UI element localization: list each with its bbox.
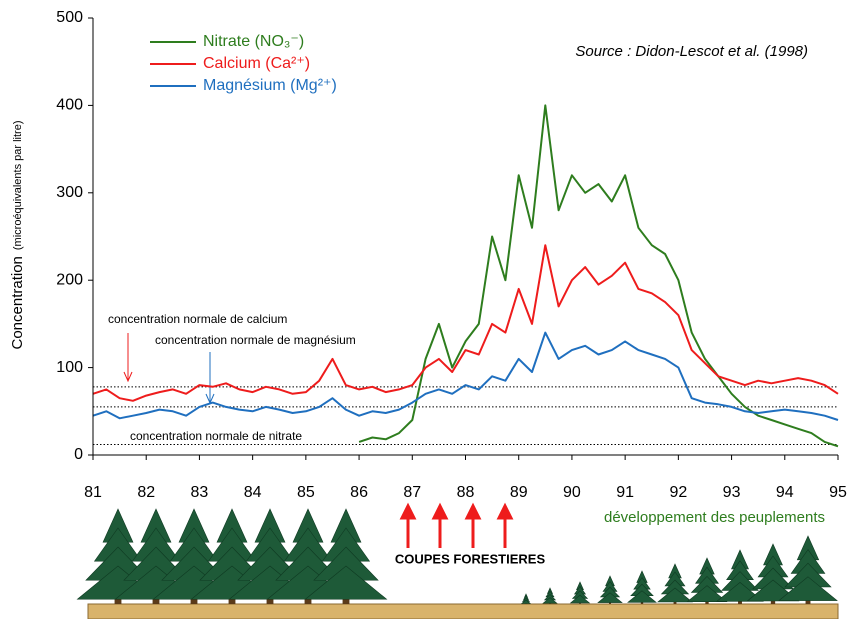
y-axis-unit: (microéquivalents par litre): [12, 120, 24, 250]
y-axis-label: Concentration (microéquivalents par litre…: [9, 120, 26, 349]
tree: [627, 570, 657, 604]
tree: [542, 587, 558, 604]
x-tick-label: 87: [403, 484, 421, 501]
x-tick-label: 81: [84, 484, 102, 501]
tree-foliage: [716, 582, 764, 602]
tree-foliage: [542, 597, 558, 604]
x-tick-label: 84: [244, 484, 262, 501]
x-tick-label: 85: [297, 484, 315, 501]
reference-label: concentration normale de nitrate: [130, 429, 302, 443]
source: Source : Didon-Lescot et al. (1998): [575, 43, 808, 60]
cut-arrow: [464, 502, 482, 548]
tree: [657, 563, 693, 604]
annotation-arrow: [123, 333, 133, 383]
series-line: [358, 104, 839, 448]
tree-foliage: [686, 585, 728, 602]
annotation-arrow: [205, 352, 215, 405]
x-tick-label: 89: [510, 484, 528, 501]
tree-foliage: [657, 587, 693, 603]
x-tick-label: 90: [563, 484, 581, 501]
y-axis-title: Concentration: [9, 256, 26, 349]
tree: [597, 575, 623, 604]
x-tick-label: 82: [137, 484, 155, 501]
x-tick-label: 95: [829, 484, 847, 501]
legend-label: Magnésium (Mg²⁺): [203, 77, 337, 94]
y-tick-label: 100: [56, 359, 83, 376]
series-line: [92, 331, 839, 421]
reference-label: concentration normale de calcium: [108, 312, 287, 326]
tree: [304, 508, 388, 604]
y-tick-label: 400: [56, 97, 83, 114]
ground: [87, 603, 839, 619]
tree-foliage: [304, 565, 388, 600]
x-tick-label: 83: [191, 484, 209, 501]
tree: [569, 581, 591, 604]
tree-foliage: [569, 594, 591, 604]
tree: [716, 549, 764, 604]
tree-foliage: [627, 590, 657, 603]
x-tick-label: 92: [669, 484, 687, 501]
cut-arrow: [496, 502, 514, 548]
tree: [778, 535, 838, 604]
cuts-label: COUPES FORESTIERES: [395, 551, 546, 566]
tree-foliage: [597, 592, 623, 603]
regrowth-label: développement des peuplements: [604, 509, 825, 526]
tree-foliage: [520, 599, 532, 604]
y-tick-label: 300: [56, 184, 83, 201]
legend-label: Calcium (Ca²⁺): [203, 55, 310, 72]
tree: [686, 557, 728, 604]
cut-arrow: [399, 502, 417, 548]
x-tick-label: 86: [350, 484, 368, 501]
x-tick-label: 93: [723, 484, 741, 501]
y-tick-label: 200: [56, 271, 83, 288]
cut-arrow: [431, 502, 449, 548]
y-tick-label: 500: [56, 9, 83, 26]
x-tick-label: 88: [457, 484, 475, 501]
x-tick-label: 91: [616, 484, 634, 501]
legend-label: Nitrate (NO₃⁻): [203, 33, 304, 50]
reference-label: concentration normale de magnésium: [155, 333, 356, 347]
x-tick-label: 94: [776, 484, 794, 501]
tree: [520, 593, 532, 604]
y-tick-label: 0: [74, 446, 83, 463]
tree-foliage: [778, 576, 838, 601]
series-line: [92, 244, 839, 402]
